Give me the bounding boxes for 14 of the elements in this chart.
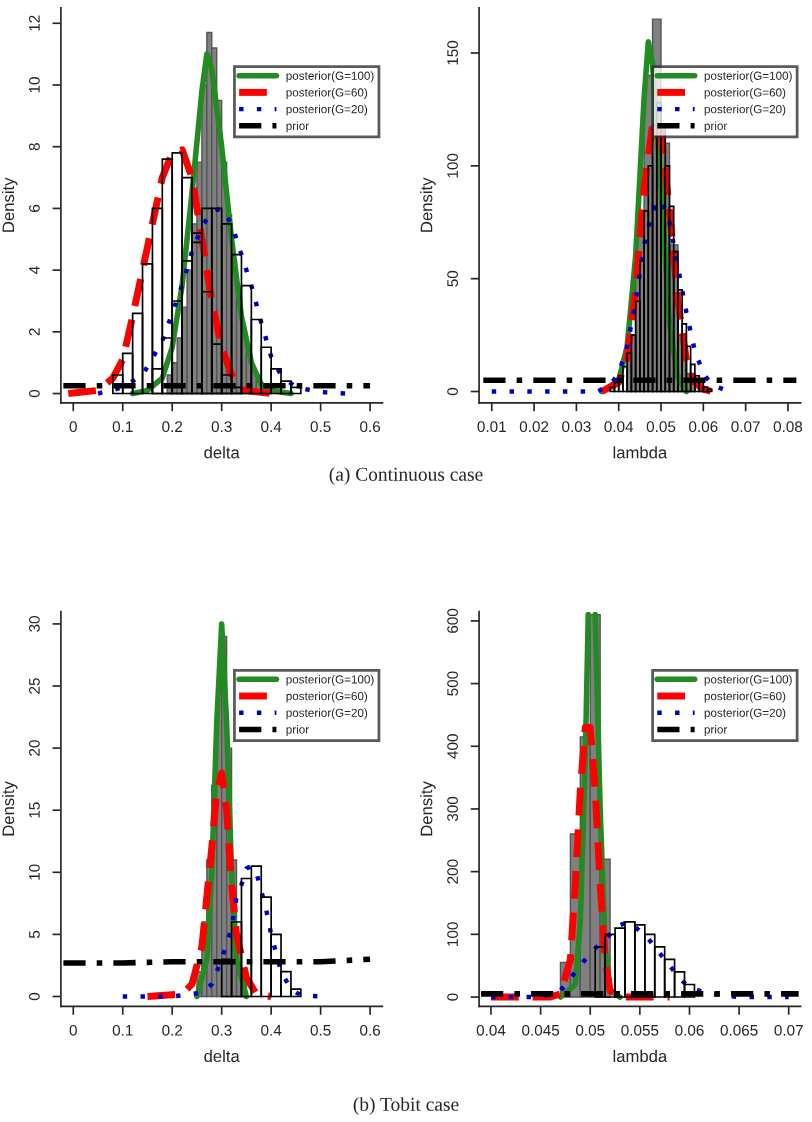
- y-axis-title: Density: [1, 781, 18, 836]
- x-axis-title: delta: [204, 1049, 240, 1063]
- x-axis-title: lambda: [613, 446, 668, 459]
- x-axis-title: lambda: [613, 1049, 668, 1063]
- y-axis-title: Density: [420, 781, 436, 836]
- text: (b) Tobit case: [353, 1097, 459, 1115]
- y-axis-title: Density: [1, 177, 18, 232]
- text: (a) Continuous case: [329, 467, 483, 485]
- x-axis-title: delta: [204, 446, 240, 459]
- line-series: [487, 724, 674, 1001]
- y-axis-title: Density: [420, 177, 436, 232]
- line-series: [95, 206, 348, 396]
- line-series: [120, 863, 323, 999]
- line-series: [488, 919, 791, 1000]
